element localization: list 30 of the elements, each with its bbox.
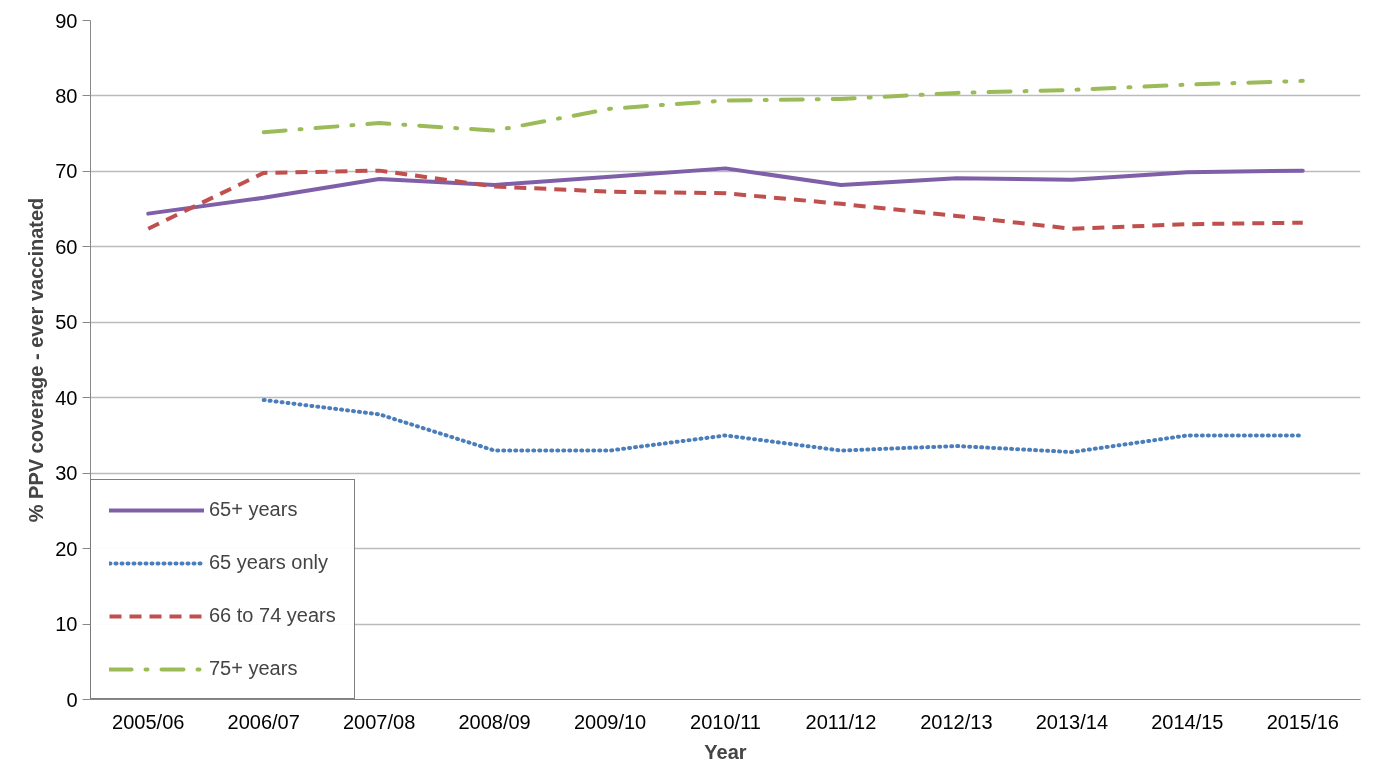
x-tick-label: 2011/12 (805, 710, 877, 733)
y-tick-label: 80 (55, 84, 78, 107)
x-tick-label: 2008/09 (458, 710, 531, 733)
legend-label: 65 years only (209, 551, 328, 574)
line-series (146, 166, 1305, 216)
x-tick-label: 2012/13 (920, 710, 993, 733)
x-tick-label: 2005/06 (112, 710, 185, 733)
legend-label: 75+ years (209, 657, 298, 680)
x-tick-label: 2014/15 (1151, 710, 1224, 733)
y-tick-label: 90 (55, 9, 78, 32)
x-tick-label: 2013/14 (1035, 710, 1109, 733)
y-tick-label: 20 (55, 537, 78, 560)
x-tick-label: 2009/10 (573, 710, 647, 733)
legend-label: 65+ years (209, 498, 298, 521)
y-tick-label: 70 (55, 160, 78, 183)
y-tick-label: 0 (66, 688, 78, 711)
y-tick-label: 60 (55, 235, 78, 258)
x-tick-label: 2007/08 (342, 710, 416, 733)
line-series (261, 78, 1305, 135)
x-tick-label: 2010/11 (690, 710, 761, 733)
y-tick-label: 30 (55, 462, 78, 485)
x-axis-title: Year (704, 740, 747, 763)
legend-label: 66 to 74 years (209, 604, 336, 627)
y-tick-label: 40 (55, 386, 78, 409)
y-tick-label: 10 (55, 613, 78, 636)
x-tick-label: 2006/07 (227, 710, 300, 733)
y-axis-title: % PPV coverage - ever vaccinated (25, 197, 48, 523)
y-tick-label: 50 (55, 311, 78, 334)
x-tick-label: 2015/16 (1266, 710, 1339, 733)
line-series (146, 168, 1305, 231)
